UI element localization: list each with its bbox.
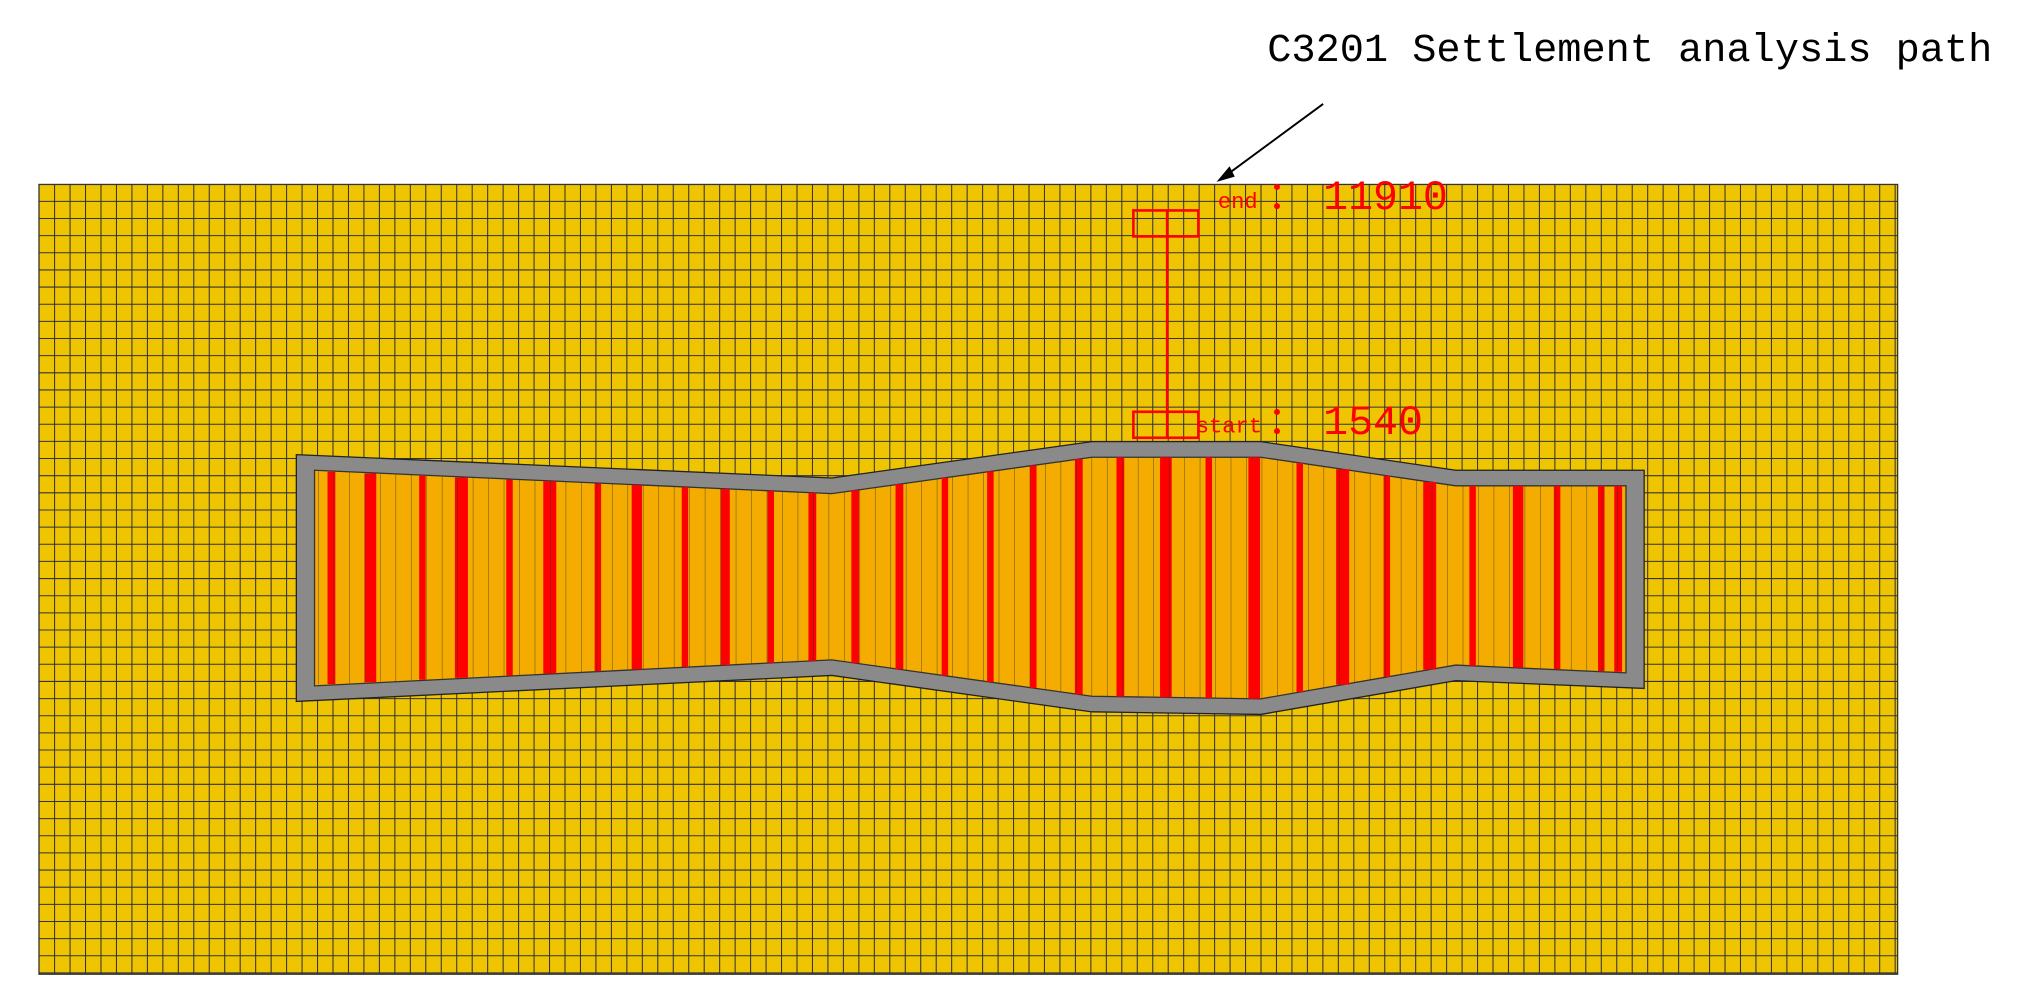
support-bar — [720, 488, 730, 666]
title: C3201 Settlement analysis path — [1267, 28, 1992, 74]
support-bar — [681, 487, 689, 668]
support-bar — [895, 484, 904, 670]
support-bar — [1469, 485, 1476, 666]
support-bar — [1512, 485, 1524, 668]
end-node: 11910 — [1323, 175, 1448, 222]
arrow-head — [1216, 166, 1235, 182]
support-bar — [1116, 457, 1125, 697]
arrow — [1223, 103, 1324, 178]
support-bar — [543, 481, 557, 674]
tunnel — [295, 441, 1645, 716]
support-bar — [767, 490, 774, 663]
support-bar — [1598, 485, 1605, 672]
support-bar — [1248, 457, 1261, 699]
end-label: end — [1218, 190, 1258, 215]
support-bar — [987, 471, 994, 683]
separator: ： — [1267, 402, 1306, 446]
support-bar — [808, 492, 817, 661]
support-bar — [327, 471, 336, 685]
support-bar — [1074, 459, 1083, 695]
start-node: 1540 — [1323, 400, 1423, 447]
support-bar — [454, 477, 468, 678]
support-bar — [941, 477, 949, 676]
support-bar — [1030, 465, 1037, 689]
support-bar — [1205, 457, 1213, 699]
separator: ： — [1267, 177, 1306, 221]
support-bar — [851, 490, 860, 664]
support-bar — [1383, 475, 1391, 678]
start-marker — [1132, 410, 1200, 440]
support-bar — [1614, 485, 1623, 672]
support-bar — [1423, 482, 1437, 670]
support-bar — [1336, 469, 1350, 685]
start-label: start — [1196, 415, 1262, 440]
analysis-path: end ： 11910 start ： 1540 — [1132, 175, 1448, 447]
support-bar — [1553, 485, 1561, 670]
support-bar — [364, 473, 377, 683]
support-bar — [506, 479, 513, 676]
support-bar — [594, 483, 602, 672]
support-bar — [631, 485, 643, 670]
support-bar — [419, 475, 426, 680]
support-bar — [1296, 462, 1303, 693]
support-bar — [1160, 457, 1172, 698]
